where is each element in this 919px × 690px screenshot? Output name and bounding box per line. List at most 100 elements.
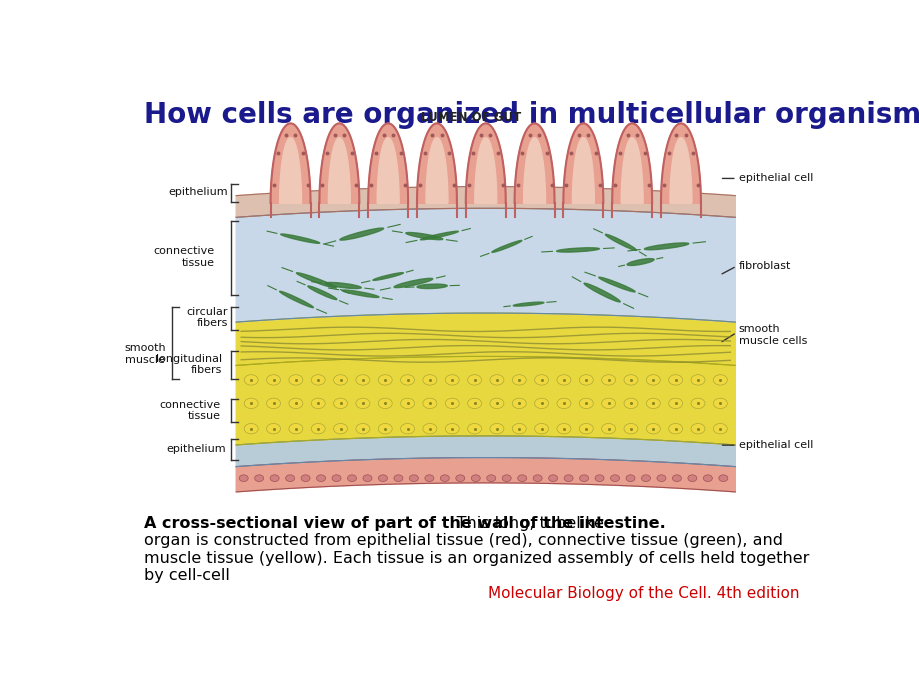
Circle shape [244, 424, 258, 434]
Polygon shape [572, 138, 594, 203]
Circle shape [378, 398, 391, 408]
Circle shape [334, 375, 347, 385]
Ellipse shape [416, 284, 447, 288]
Circle shape [641, 475, 650, 482]
Circle shape [285, 475, 294, 482]
Circle shape [334, 398, 347, 408]
Ellipse shape [513, 302, 543, 306]
Circle shape [445, 398, 459, 408]
Circle shape [623, 375, 637, 385]
Circle shape [316, 475, 325, 482]
Circle shape [672, 475, 681, 482]
Circle shape [255, 475, 264, 482]
Circle shape [311, 398, 324, 408]
Ellipse shape [324, 282, 361, 288]
Polygon shape [236, 436, 734, 466]
Text: fibroblast: fibroblast [738, 261, 790, 271]
Ellipse shape [405, 233, 442, 239]
Circle shape [393, 475, 403, 482]
Circle shape [455, 475, 464, 482]
Circle shape [400, 398, 414, 408]
Ellipse shape [279, 291, 313, 308]
Circle shape [301, 475, 310, 482]
Circle shape [712, 424, 727, 434]
Circle shape [378, 475, 387, 482]
Ellipse shape [584, 283, 619, 302]
Circle shape [512, 375, 526, 385]
Circle shape [467, 375, 481, 385]
Ellipse shape [393, 278, 432, 288]
Circle shape [270, 475, 278, 482]
Text: epithelial cell: epithelial cell [738, 440, 812, 450]
Circle shape [486, 475, 495, 482]
Circle shape [601, 375, 615, 385]
Circle shape [378, 375, 391, 385]
Circle shape [668, 424, 682, 434]
Circle shape [625, 475, 634, 482]
Circle shape [668, 398, 682, 408]
Text: epithelium: epithelium [168, 187, 227, 197]
Ellipse shape [627, 259, 653, 266]
Circle shape [467, 424, 481, 434]
Polygon shape [270, 124, 311, 203]
Circle shape [579, 375, 593, 385]
Polygon shape [669, 138, 691, 203]
Ellipse shape [492, 240, 521, 253]
Polygon shape [279, 138, 301, 203]
Circle shape [378, 424, 391, 434]
Circle shape [244, 375, 258, 385]
Circle shape [267, 375, 280, 385]
Circle shape [690, 375, 704, 385]
Ellipse shape [308, 286, 336, 299]
Text: circular
fibers: circular fibers [186, 307, 227, 328]
Circle shape [512, 398, 526, 408]
Circle shape [595, 475, 604, 482]
Polygon shape [319, 124, 359, 203]
Circle shape [334, 424, 347, 434]
Polygon shape [236, 208, 734, 322]
Ellipse shape [342, 290, 379, 297]
Ellipse shape [556, 248, 599, 252]
Text: Molecular Biology of the Cell. 4th edition: Molecular Biology of the Cell. 4th editi… [487, 586, 799, 601]
Circle shape [534, 424, 548, 434]
Polygon shape [611, 124, 652, 203]
Text: LUMEN OF GUT: LUMEN OF GUT [421, 111, 521, 124]
Text: smooth
muscle cells: smooth muscle cells [738, 324, 806, 346]
Circle shape [610, 475, 618, 482]
Circle shape [423, 398, 437, 408]
Circle shape [502, 475, 511, 482]
Ellipse shape [420, 231, 458, 240]
Circle shape [289, 424, 302, 434]
Circle shape [363, 475, 371, 482]
Polygon shape [620, 138, 642, 203]
Circle shape [690, 398, 704, 408]
Circle shape [289, 375, 302, 385]
Circle shape [646, 398, 660, 408]
Circle shape [601, 424, 615, 434]
Polygon shape [236, 357, 734, 445]
Circle shape [556, 424, 571, 434]
Text: epithelial cell: epithelial cell [738, 173, 812, 184]
Circle shape [423, 375, 437, 385]
Circle shape [490, 424, 504, 434]
Text: longitudinal
fibers: longitudinal fibers [155, 353, 221, 375]
Ellipse shape [598, 277, 634, 292]
Text: epithelium: epithelium [165, 444, 225, 455]
Circle shape [579, 398, 593, 408]
Polygon shape [416, 124, 457, 203]
Circle shape [332, 475, 341, 482]
Circle shape [267, 398, 280, 408]
Text: connective
tissue: connective tissue [159, 400, 221, 422]
Circle shape [423, 424, 437, 434]
Circle shape [646, 375, 660, 385]
Circle shape [718, 475, 727, 482]
Circle shape [712, 398, 727, 408]
Circle shape [471, 475, 480, 482]
Circle shape [400, 424, 414, 434]
Text: This long, tubelike
organ is constructed from epithelial tissue (red), connectiv: This long, tubelike organ is constructed… [143, 516, 808, 583]
Circle shape [687, 475, 696, 482]
Polygon shape [465, 124, 505, 203]
Circle shape [556, 375, 571, 385]
Polygon shape [236, 186, 734, 217]
Circle shape [440, 475, 448, 482]
